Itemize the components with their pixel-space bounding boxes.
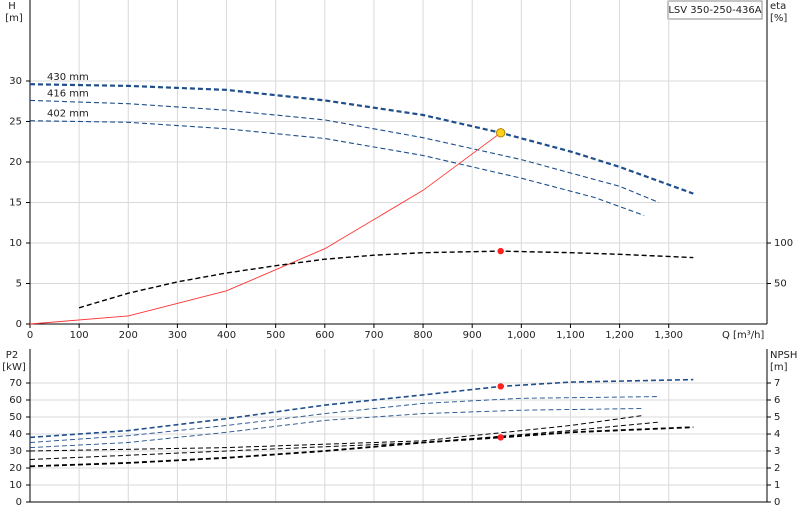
series-line xyxy=(29,132,501,325)
y2-tick-label: 0 xyxy=(774,497,780,508)
series-line xyxy=(29,120,645,217)
y-tick-label: 30 xyxy=(9,76,22,87)
x-tick-label: 1,200 xyxy=(605,330,634,341)
x-tick-label: 400 xyxy=(217,330,236,341)
y2-tick-label: 4 xyxy=(774,429,780,440)
y-tick-label: 5 xyxy=(16,279,22,290)
series-line xyxy=(29,378,694,439)
series-line xyxy=(29,421,659,460)
x-tick-label: 800 xyxy=(414,330,433,341)
y-tick-label: 70 xyxy=(9,378,22,389)
series-line xyxy=(78,250,694,309)
series-line xyxy=(29,408,645,449)
x-label: Q [m³/h] xyxy=(722,330,764,341)
y2-label: eta xyxy=(770,1,786,12)
duty-point xyxy=(495,128,506,138)
y2-tick-label: 6 xyxy=(774,395,780,406)
y-unit: [kW] xyxy=(2,362,26,373)
y-tick-label: 0 xyxy=(16,319,22,330)
series-line xyxy=(29,99,660,204)
x-tick-label: 900 xyxy=(463,330,482,341)
x-tick-label: 100 xyxy=(70,330,89,341)
y-tick-label: 15 xyxy=(9,198,22,209)
y-label: P2 xyxy=(6,350,18,361)
y2-tick-label: 50 xyxy=(774,279,787,290)
y2-tick-label: 1 xyxy=(774,480,780,491)
x-tick-label: 600 xyxy=(315,330,334,341)
y-tick-label: 20 xyxy=(9,157,22,168)
y-tick-label: 0 xyxy=(16,497,22,508)
y-tick-label: 60 xyxy=(9,395,22,406)
y2-label: NPSH xyxy=(770,350,797,361)
y2-tick-label: 2 xyxy=(774,463,780,474)
y2-tick-label: 7 xyxy=(774,378,780,389)
product-box xyxy=(667,0,763,20)
product-label: LSV 350-250-436A xyxy=(668,5,761,16)
y2-unit: [m] xyxy=(770,362,788,373)
duty-point xyxy=(497,247,504,255)
series-label: 430 mm xyxy=(47,72,89,83)
series-line xyxy=(29,426,694,468)
series-line xyxy=(29,83,694,195)
y-tick-label: 30 xyxy=(9,446,22,457)
y-tick-label: 10 xyxy=(9,238,22,249)
series-line xyxy=(29,396,659,443)
duty-point xyxy=(497,383,504,390)
y-tick-label: 40 xyxy=(9,429,22,440)
y2-tick-label: 3 xyxy=(774,446,780,457)
y2-unit: [%] xyxy=(770,13,787,24)
series-label: 416 mm xyxy=(47,88,89,99)
y-tick-label: 25 xyxy=(9,117,22,128)
series-line xyxy=(29,414,645,452)
series-label: 402 mm xyxy=(47,109,89,120)
x-tick-label: 300 xyxy=(168,330,187,341)
x-tick-label: 1,300 xyxy=(654,330,683,341)
x-tick-label: 0 xyxy=(27,330,33,341)
x-tick-label: 1,000 xyxy=(507,330,536,341)
y-label: H xyxy=(8,1,16,12)
x-tick-label: 200 xyxy=(119,330,138,341)
x-tick-label: 1,100 xyxy=(556,330,585,341)
y-tick-label: 50 xyxy=(9,412,22,423)
duty-point xyxy=(497,434,504,441)
y2-tick-label: 5 xyxy=(774,412,780,423)
x-tick-label: 500 xyxy=(266,330,285,341)
y-tick-label: 10 xyxy=(9,480,22,491)
y2-tick-label: 100 xyxy=(774,238,793,249)
x-tick-label: 700 xyxy=(364,330,383,341)
y-unit: [m] xyxy=(5,13,23,24)
y-tick-label: 20 xyxy=(9,463,22,474)
